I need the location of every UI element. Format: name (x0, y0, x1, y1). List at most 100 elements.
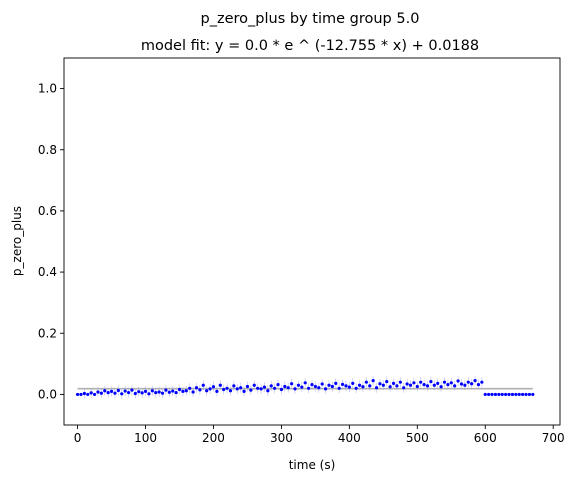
data-point (198, 388, 202, 392)
data-point (497, 392, 501, 397)
data-point (476, 383, 481, 387)
data-point (504, 392, 508, 397)
data-point (405, 382, 409, 386)
data-point (120, 392, 124, 396)
data-point (276, 383, 280, 387)
data-point (245, 384, 250, 389)
data-point (313, 384, 317, 389)
data-point (86, 392, 90, 397)
data-point (205, 389, 209, 393)
data-point (252, 383, 256, 387)
data-point (354, 386, 358, 390)
data-point (239, 386, 243, 390)
data-point (211, 385, 216, 389)
data-point (487, 392, 491, 397)
data-point (466, 380, 470, 384)
data-point (188, 386, 192, 390)
data-point (137, 390, 141, 394)
data-point (279, 387, 284, 392)
data-point (470, 382, 474, 386)
data-point (150, 389, 154, 393)
data-point (116, 388, 120, 393)
data-point (521, 392, 525, 397)
data-point (330, 384, 334, 389)
data-point (493, 392, 498, 397)
data-point (174, 390, 178, 395)
data-point (398, 380, 402, 384)
data-point (296, 383, 301, 387)
data-point (368, 384, 372, 388)
data-point (79, 392, 83, 397)
data-point (262, 385, 267, 389)
data-point (347, 385, 351, 389)
data-point (96, 390, 100, 394)
data-point (480, 380, 484, 384)
data-point (184, 389, 188, 393)
data-point (147, 392, 151, 396)
data-point (157, 390, 161, 394)
data-point (327, 383, 331, 387)
data-point (378, 382, 382, 386)
chart-subtitle: model fit: y = 0.0 * e ^ (-12.755 * x) +… (141, 38, 479, 54)
data-point (269, 384, 273, 388)
data-point (402, 386, 406, 390)
data-point (364, 380, 368, 384)
data-point (103, 389, 107, 393)
x-axis-label: time (s) (289, 458, 336, 472)
x-tick-label: 300 (270, 431, 293, 445)
data-point (351, 381, 355, 386)
data-point (310, 383, 314, 387)
data-point (340, 382, 345, 386)
data-point (473, 379, 477, 383)
data-point (307, 386, 311, 390)
data-point (143, 389, 148, 393)
x-tick-label: 0 (74, 431, 82, 445)
data-point (290, 382, 294, 386)
data-point (385, 379, 389, 384)
data-point (361, 385, 365, 389)
data-point (154, 390, 158, 395)
data-point (524, 392, 528, 397)
data-point (320, 382, 324, 386)
x-tick-label: 600 (474, 431, 497, 445)
data-point (133, 391, 137, 396)
data-points-layer (75, 375, 535, 399)
data-point (242, 389, 246, 393)
x-tick-label: 700 (542, 431, 565, 445)
data-point (300, 385, 304, 389)
data-point (527, 392, 532, 397)
data-point (286, 386, 290, 390)
data-point (75, 392, 80, 397)
data-point (483, 392, 487, 397)
data-point (106, 390, 110, 395)
data-point (99, 391, 103, 395)
data-point (531, 392, 535, 397)
data-point (490, 392, 494, 397)
data-point (391, 381, 396, 386)
data-point (177, 387, 182, 392)
data-point (123, 389, 127, 393)
data-point (463, 383, 467, 387)
data-point (439, 385, 443, 389)
data-point (283, 384, 287, 389)
data-point (259, 387, 263, 391)
data-point (323, 387, 328, 391)
data-point (208, 387, 212, 391)
y-tick-label: 0.4 (38, 265, 57, 279)
data-point (167, 390, 171, 394)
data-point (446, 383, 450, 387)
x-axis-ticks: 0 100 200 300 400 500 600 700 (74, 425, 565, 445)
x-tick-label: 500 (406, 431, 429, 445)
x-tick-label: 100 (134, 431, 157, 445)
data-point (256, 386, 260, 390)
data-point (194, 386, 199, 390)
data-point (218, 383, 222, 387)
data-point (109, 389, 114, 393)
data-point (89, 391, 93, 395)
y-axis-ticks: 0.0 0.2 0.4 0.6 0.8 1.0 (38, 82, 64, 401)
data-point (429, 379, 433, 384)
data-point (415, 384, 419, 389)
data-point (514, 392, 518, 397)
data-point (412, 381, 416, 385)
data-point (449, 381, 453, 385)
